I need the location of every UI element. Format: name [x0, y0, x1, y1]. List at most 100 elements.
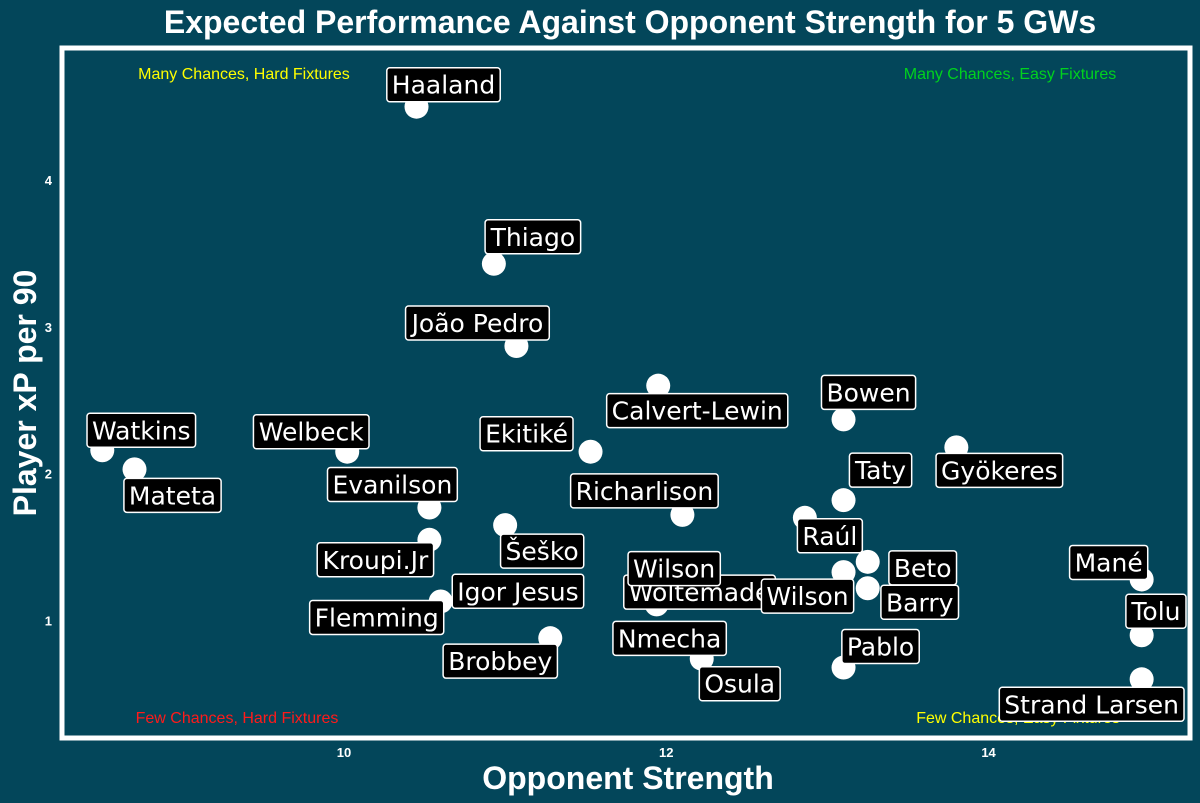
point-label-text: Nmecha	[618, 624, 721, 653]
point-label-text: Calvert-Lewin	[612, 397, 783, 426]
data-point	[670, 502, 695, 527]
point-label-text: Evanilson	[332, 471, 452, 500]
point-label-text: Raúl	[802, 522, 857, 551]
data-point	[831, 488, 856, 513]
point-label: Wilson	[627, 550, 722, 587]
point-label-box	[569, 473, 719, 509]
point-label-text: Kroupi.Jr	[323, 546, 429, 575]
data-point	[831, 407, 856, 432]
point-label: Evanilson	[326, 466, 459, 503]
point-label: Wilson	[760, 578, 855, 614]
data-point	[493, 513, 518, 538]
x-axis-label: Opponent Strength	[482, 760, 774, 796]
point-label: Ekitiké	[479, 415, 574, 452]
point-label-text: Flemming	[315, 603, 439, 632]
point-label-box	[760, 578, 855, 614]
point-label: João Pedro	[404, 305, 551, 341]
data-point	[855, 576, 880, 601]
point-label: Igor Jesus	[451, 573, 585, 610]
point-label-box	[86, 412, 197, 449]
point-label-box	[698, 665, 781, 702]
quadrant-label-top-left: Many Chances, Hard Fixtures	[138, 66, 350, 83]
point-label: Tolu	[1125, 593, 1187, 629]
point-label: Barry	[880, 584, 960, 621]
point-label-box	[326, 466, 459, 503]
plot-panel	[59, 45, 1193, 741]
point-label-text: Brobbey	[448, 647, 552, 676]
point-label-box	[252, 413, 370, 450]
chart-title: Expected Performance Against Opponent St…	[164, 4, 1096, 40]
x-tick-label: 14	[981, 745, 996, 760]
data-point	[646, 373, 671, 398]
point-label: Nmecha	[612, 620, 728, 657]
point-label: Thiago	[484, 219, 582, 255]
point-label-box	[935, 452, 1064, 489]
point-label-box	[316, 542, 435, 578]
x-tick-label: 12	[659, 745, 673, 760]
point-label: Mateta	[123, 477, 222, 514]
point-label: Gyökeres	[935, 452, 1064, 489]
x-tick-label: 10	[337, 745, 351, 760]
point-label: Strand Larsen	[998, 686, 1185, 723]
point-label-box	[841, 628, 920, 665]
point-label-text: Ekitiké	[485, 420, 568, 449]
point-label-text: Haaland	[392, 71, 495, 100]
point-label-text: Tolu	[1130, 597, 1180, 626]
data-point	[578, 439, 603, 464]
y-tick-label: 1	[45, 614, 52, 629]
data-point	[122, 457, 147, 482]
point-label: Welbeck	[252, 413, 370, 450]
point-label-box	[123, 477, 222, 514]
point-label: Raúl	[796, 518, 864, 554]
quadrant-label-bottom-left: Few Chances, Hard Fixtures	[136, 710, 339, 727]
point-label-text: Igor Jesus	[457, 577, 578, 606]
point-label-box	[386, 66, 501, 103]
y-tick-label: 4	[45, 173, 53, 188]
point-label: Watkins	[86, 412, 197, 449]
point-label-box	[998, 686, 1185, 723]
point-label: Beto	[888, 550, 958, 586]
point-label-box	[848, 452, 913, 488]
point-label-text: Pablo	[847, 633, 914, 662]
data-point	[1129, 623, 1154, 648]
point-label-text: Barry	[886, 588, 954, 617]
point-label: Bowen	[820, 374, 917, 411]
point-label-box	[308, 599, 445, 636]
data-point	[1129, 667, 1154, 692]
point-labels-layer: Haaland Thiago João Pedro Calvert-Lewin Bowe…	[86, 66, 1187, 723]
point-label-box	[484, 219, 582, 255]
point-label-box	[404, 305, 551, 341]
point-label-box	[612, 620, 728, 657]
point-label-text: Thiago	[490, 223, 576, 252]
point-label: Calvert-Lewin	[605, 392, 789, 429]
data-point	[855, 549, 880, 574]
point-label-box	[820, 374, 917, 411]
quadrant-label-top-right: Many Chances, Easy Fixtures	[904, 66, 1117, 83]
point-label-text: Taty	[854, 456, 906, 485]
point-label-box	[442, 643, 559, 679]
point-label-box	[605, 392, 789, 429]
y-axis-label: Player xP per 90	[7, 270, 43, 517]
point-label: Brobbey	[442, 643, 559, 679]
point-label: Šeško	[499, 533, 585, 569]
y-tick-label: 3	[45, 320, 52, 335]
y-tick-label: 2	[45, 467, 52, 482]
point-label-text: Wilson	[766, 582, 848, 611]
point-label: Taty	[848, 452, 913, 488]
point-label: Richarlison	[569, 473, 719, 509]
point-label-box	[880, 584, 960, 621]
point-label-text: Strand Larsen	[1004, 690, 1179, 719]
point-label: Pablo	[841, 628, 920, 665]
point-label-text: Wilson	[633, 555, 715, 584]
point-label-box	[451, 573, 585, 610]
point-label-text: Mané	[1075, 548, 1143, 577]
point-label-text: Osula	[704, 670, 775, 699]
point-label-box	[479, 415, 574, 452]
point-label-text: Watkins	[92, 416, 191, 445]
point-label: Flemming	[308, 599, 445, 636]
data-point	[831, 560, 856, 585]
point-label-text: João Pedro	[410, 309, 544, 338]
point-label: Mané	[1068, 544, 1149, 581]
